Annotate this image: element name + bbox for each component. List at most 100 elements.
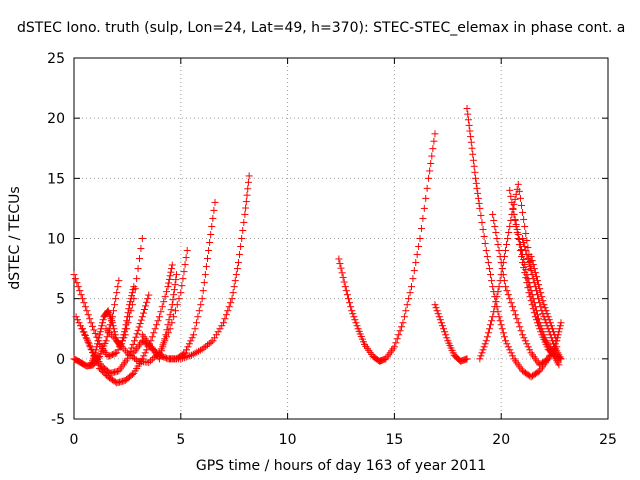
data-point bbox=[189, 350, 197, 358]
data-point bbox=[504, 343, 512, 351]
data-point bbox=[488, 277, 496, 285]
data-point bbox=[493, 235, 501, 242]
data-point bbox=[108, 351, 116, 359]
data-point bbox=[538, 293, 546, 301]
data-point bbox=[183, 247, 191, 255]
data-point bbox=[495, 283, 503, 291]
data-point bbox=[470, 162, 478, 170]
data-point bbox=[467, 138, 475, 146]
data-point bbox=[464, 116, 472, 124]
data-point bbox=[476, 204, 484, 212]
data-point bbox=[137, 245, 145, 253]
data-point bbox=[129, 340, 137, 348]
data-point bbox=[506, 295, 514, 303]
data-point bbox=[510, 210, 518, 218]
data-point bbox=[396, 327, 404, 335]
data-point bbox=[526, 346, 534, 354]
data-point bbox=[206, 239, 214, 247]
data-point bbox=[497, 259, 505, 267]
data-point bbox=[179, 275, 187, 283]
data-point bbox=[436, 316, 444, 324]
data-point bbox=[159, 343, 167, 351]
data-point bbox=[202, 263, 210, 271]
data-point bbox=[131, 337, 139, 345]
y-tick-label: -5 bbox=[51, 412, 65, 428]
data-point bbox=[188, 334, 196, 342]
data-point bbox=[164, 283, 172, 291]
data-point bbox=[479, 346, 487, 354]
data-point bbox=[182, 353, 190, 361]
data-point bbox=[178, 282, 186, 290]
data-point bbox=[523, 340, 531, 348]
data-point bbox=[416, 235, 424, 242]
data-point bbox=[550, 340, 558, 348]
x-tick-label: 20 bbox=[492, 432, 510, 448]
data-point bbox=[423, 184, 431, 192]
data-point bbox=[110, 350, 118, 358]
data-point bbox=[115, 277, 123, 285]
data-point bbox=[96, 328, 104, 336]
data-point bbox=[84, 311, 92, 319]
data-point bbox=[182, 254, 190, 262]
data-point bbox=[540, 331, 548, 339]
data-point bbox=[351, 316, 359, 324]
data-point bbox=[476, 355, 484, 363]
data-point bbox=[481, 340, 489, 348]
data-point bbox=[236, 251, 244, 259]
data-point bbox=[155, 351, 163, 359]
data-point bbox=[168, 261, 176, 269]
data-point bbox=[536, 319, 544, 327]
data-point bbox=[107, 351, 115, 359]
data-point bbox=[161, 354, 169, 362]
data-point bbox=[126, 298, 134, 306]
data-point bbox=[74, 283, 82, 291]
data-point bbox=[503, 241, 511, 249]
data-point bbox=[497, 321, 505, 329]
data-point bbox=[143, 346, 151, 354]
data-point bbox=[128, 292, 136, 300]
data-point bbox=[483, 253, 491, 261]
data-point bbox=[494, 288, 502, 296]
data-point bbox=[158, 303, 166, 311]
data-point bbox=[94, 361, 102, 369]
data-point bbox=[195, 307, 203, 315]
data-point bbox=[136, 320, 144, 328]
data-point bbox=[180, 268, 188, 276]
data-point bbox=[229, 289, 237, 297]
data-point bbox=[508, 198, 516, 206]
y-tick-label: 25 bbox=[47, 51, 65, 67]
data-point bbox=[496, 253, 504, 261]
data-point bbox=[128, 289, 136, 297]
data-point bbox=[232, 271, 240, 279]
data-point bbox=[148, 355, 156, 363]
data-point bbox=[488, 317, 496, 325]
data-point bbox=[538, 325, 546, 333]
data-point bbox=[346, 299, 354, 307]
data-point bbox=[531, 269, 539, 277]
data-point bbox=[463, 355, 471, 363]
data-point bbox=[516, 323, 524, 331]
data-point bbox=[123, 355, 131, 363]
data-point bbox=[467, 133, 475, 141]
data-point bbox=[473, 184, 481, 192]
data-point bbox=[129, 286, 137, 294]
data-point bbox=[157, 352, 165, 360]
data-point bbox=[87, 319, 95, 327]
data-point bbox=[80, 328, 88, 336]
data-point bbox=[151, 325, 159, 333]
data-point bbox=[167, 268, 175, 276]
data-point bbox=[548, 325, 556, 333]
data-point bbox=[481, 240, 489, 248]
data-point bbox=[400, 313, 408, 321]
data-point bbox=[419, 214, 427, 222]
data-point bbox=[120, 331, 128, 339]
data-point bbox=[112, 334, 120, 342]
data-point bbox=[496, 317, 504, 325]
data-point bbox=[111, 301, 119, 309]
data-point bbox=[234, 259, 242, 267]
data-point bbox=[134, 326, 142, 334]
data-point bbox=[163, 326, 171, 334]
data-point bbox=[490, 216, 498, 224]
data-point bbox=[141, 349, 149, 357]
data-point bbox=[160, 353, 168, 361]
